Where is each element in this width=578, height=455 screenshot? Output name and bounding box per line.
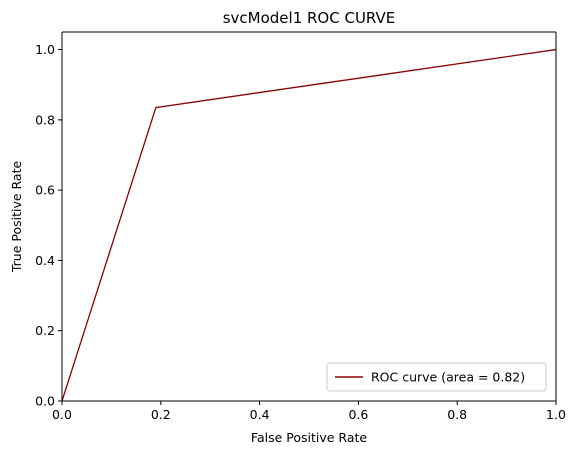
legend-entry: ROC curve (area = 0.82)	[371, 370, 525, 385]
x-tick-label: 0.4	[250, 407, 270, 422]
y-tick-label: 0.0	[35, 394, 55, 409]
y-axis-label: True Positive Rate	[9, 161, 24, 274]
chart-title: svcModel1 ROC CURVE	[223, 9, 396, 27]
plot-background	[62, 32, 556, 401]
y-tick-label: 0.2	[35, 323, 55, 338]
x-tick-label: 0.0	[52, 407, 72, 422]
legend: ROC curve (area = 0.82)	[326, 362, 547, 392]
x-tick-label: 1.0	[546, 407, 566, 422]
x-tick-label: 0.8	[447, 407, 467, 422]
x-tick-label: 0.2	[151, 407, 171, 422]
plot-area	[61, 31, 557, 402]
y-axis-ticks: 0.0 0.2 0.4 0.6 0.8 1.0	[35, 42, 62, 409]
x-axis-ticks: 0.0 0.2 0.4 0.6 0.8 1.0	[52, 401, 566, 422]
roc-curve-line	[61, 48, 557, 402]
legend-box	[326, 362, 547, 392]
y-tick-label: 0.4	[35, 253, 55, 268]
y-tick-label: 1.0	[35, 42, 55, 57]
y-tick-label: 0.6	[35, 183, 55, 198]
y-tick-label: 0.8	[35, 112, 55, 127]
x-tick-label: 0.6	[348, 407, 368, 422]
x-axis-label: False Positive Rate	[251, 430, 367, 445]
